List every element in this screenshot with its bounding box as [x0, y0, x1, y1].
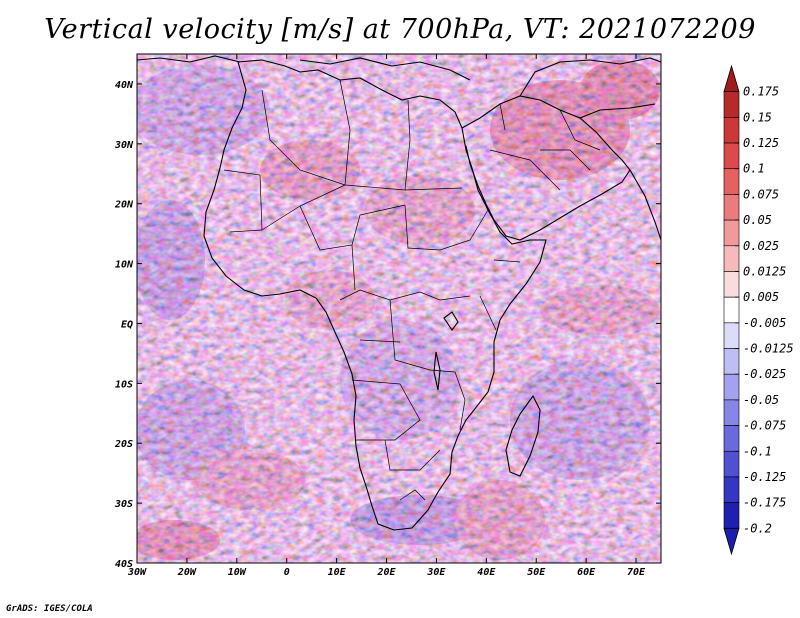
country-borders — [223, 79, 601, 501]
colorbar-label: -0.0125 — [743, 342, 794, 356]
colorbar-swatch — [723, 271, 740, 298]
colorbar-label: -0.005 — [743, 316, 786, 330]
colorbar-label: 0.1 — [743, 162, 765, 176]
lon-tick-label: 10E — [328, 567, 347, 578]
lon-tick-label: 30W — [127, 567, 147, 578]
coastlines — [137, 55, 661, 531]
colorbar-label: -0.05 — [743, 393, 779, 407]
colorbar-label: -0.125 — [743, 470, 786, 484]
colorbar-label: 0.025 — [743, 239, 779, 253]
lat-tick-label: 40S — [115, 559, 133, 570]
map-frame — [136, 53, 662, 564]
colorbar-swatch — [723, 91, 740, 118]
colorbar-swatch — [723, 322, 740, 349]
lat-tick-label: 10S — [115, 379, 133, 390]
colorbar-swatch — [723, 425, 740, 452]
lon-tick-label: 30E — [426, 567, 446, 578]
colorbar-label: 0.15 — [743, 110, 772, 124]
colorbar-label: 0.075 — [743, 187, 779, 201]
colorbar-swatch — [723, 502, 740, 529]
credit-text: GrADS: IGES/COLA — [6, 604, 93, 614]
colorbar-swatch — [723, 296, 740, 324]
lon-tick-label: 20E — [376, 567, 396, 578]
colorbar-label: -0.1 — [743, 444, 772, 458]
lat-tick-label: 10N — [115, 260, 134, 271]
lon-tick-label: 60E — [577, 567, 596, 578]
latitude-axis: 40N 30N 20N 10N EQ 10S 20S 30S 40S — [114, 80, 661, 570]
colorbar-label: -0.025 — [743, 367, 786, 381]
colorbar-label: 0.05 — [743, 213, 772, 227]
colorbar-label: 0.0125 — [743, 264, 786, 278]
colorbar-swatch — [723, 245, 740, 272]
lat-tick-label: 40N — [115, 80, 134, 91]
lon-tick-label: 50E — [527, 567, 546, 578]
lat-tick-label: 20N — [114, 200, 134, 211]
colorbar-label: 0.005 — [743, 290, 779, 304]
colorbar-label: 0.125 — [743, 136, 779, 150]
lat-tick-label: 30N — [114, 140, 134, 151]
colorbar-swatch — [723, 373, 740, 401]
colorbar-label: -0.075 — [743, 419, 786, 433]
lat-tick-label: EQ — [121, 319, 133, 330]
colorbar-bottom-arrow — [723, 527, 740, 556]
lon-tick-label: 40E — [477, 567, 496, 578]
longitude-axis: 30W 20W 10W 0 10E 20E 30E 40E 50E 60E 70E — [127, 54, 646, 578]
lon-tick-label: 20W — [177, 567, 197, 578]
colorbar-swatch — [723, 476, 740, 503]
lat-tick-label: 20S — [114, 439, 133, 450]
colorbar-swatch — [723, 450, 740, 478]
colorbar-top-arrow — [723, 64, 740, 93]
lon-tick-label: 10W — [228, 567, 247, 578]
colorbar-swatch — [723, 348, 740, 375]
lon-tick-label: 70E — [627, 567, 646, 578]
colorbar-swatch — [723, 142, 740, 170]
chart-title: Vertical velocity [m/s] at 700hPa, VT: 2… — [44, 14, 756, 45]
colorbar-swatch — [723, 219, 740, 247]
colorbar-swatch — [723, 117, 740, 144]
colorbar-label: 0.175 — [743, 85, 779, 99]
colorbar-swatch — [723, 194, 740, 221]
colorbar-swatch — [723, 399, 740, 426]
colorbar-swatch — [723, 168, 740, 195]
lon-tick-label: 0 — [284, 567, 290, 578]
lat-tick-label: 30S — [114, 499, 133, 510]
colorbar-label: -0.2 — [743, 521, 772, 535]
colorbar-label: -0.175 — [743, 496, 786, 510]
map-panel — [137, 54, 661, 563]
colorbar: 0.175 0.15 0.125 0.1 0.075 0.05 0.025 0.0125 0.0… — [723, 64, 794, 556]
